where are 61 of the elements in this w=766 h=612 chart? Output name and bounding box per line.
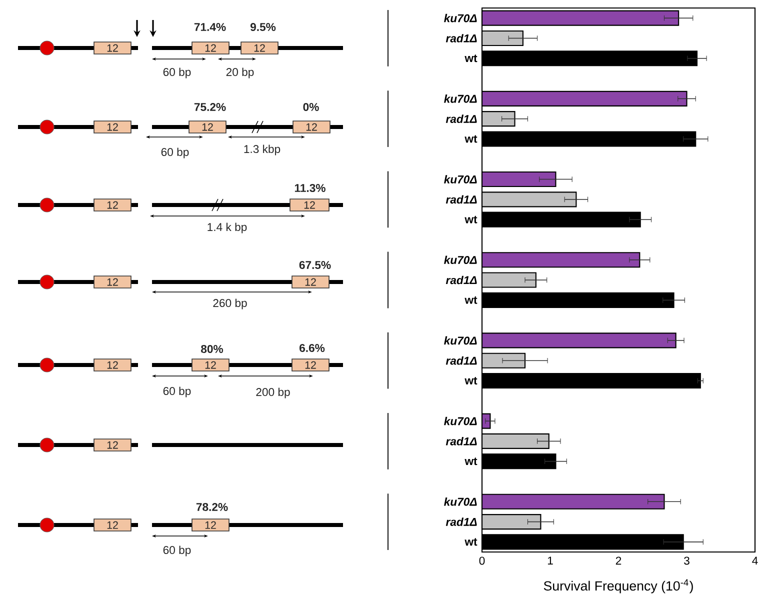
text: 12	[107, 123, 118, 131]
text: 12	[107, 201, 118, 209]
text: 12	[202, 123, 213, 131]
y-tick-label: ku70Δ	[444, 416, 477, 426]
y-tick-label: rad1Δ	[446, 34, 477, 42]
text: 60 bp	[161, 148, 189, 158]
y-tick-label: ku70Δ	[444, 94, 477, 103]
text: 1.4 k bp	[208, 222, 247, 234]
text: 12	[107, 441, 118, 449]
y-tick-label: ku70Δ	[444, 256, 477, 264]
text: 12	[107, 278, 118, 286]
text: 12	[107, 521, 118, 529]
text: 1.3 kbp	[244, 144, 280, 156]
y-tick-label: wt	[464, 135, 478, 143]
text: 6.6%	[300, 344, 325, 352]
y-tick-label: rad1Δ	[446, 195, 477, 204]
text: 9.5%	[250, 23, 276, 32]
text: 260 bp	[213, 298, 247, 310]
text: 60 bp	[163, 68, 191, 78]
y-tick-label: ku70Δ	[444, 175, 477, 184]
text: 12	[205, 44, 216, 52]
y-tick-label: wt	[464, 377, 478, 385]
text: 60 bp	[163, 386, 191, 398]
text: 20 bp	[226, 68, 254, 78]
text: 12	[304, 201, 315, 209]
text: 12	[107, 44, 118, 52]
y-tick-label: ku70Δ	[444, 336, 477, 345]
y-tick-label: rad1Δ	[446, 518, 477, 526]
y-tick-label: ku70Δ	[444, 14, 477, 22]
y-tick-label: rad1Δ	[446, 276, 477, 284]
text: 71.4%	[194, 23, 226, 31]
x-tick-label: 3	[684, 556, 690, 565]
y-tick-label: rad1Δ	[446, 437, 477, 446]
y-tick-label: rad1Δ	[446, 356, 477, 365]
text: 67.5%	[299, 261, 331, 270]
x-axis-title: Survival Frequency (10$^{-4}$)	[544, 579, 693, 594]
y-tick-label: ku70Δ	[444, 497, 477, 506]
x-tick-label: 4	[752, 556, 758, 565]
text: 12	[305, 278, 316, 286]
text: 200 bp	[256, 388, 290, 398]
y-tick-label: wt	[464, 538, 478, 546]
y-tick-label: wt	[464, 296, 478, 304]
x-tick-label: 1	[548, 556, 553, 565]
text: 11.3%	[294, 184, 326, 192]
y-tick-label: wt	[464, 54, 478, 62]
y-tick-label: wt	[464, 458, 478, 466]
y-tick-label: wt	[464, 216, 478, 224]
text: 80%	[201, 345, 224, 354]
text: 12	[205, 361, 216, 369]
text: 12	[107, 361, 118, 369]
text: 12	[205, 521, 216, 529]
text: 12	[254, 44, 265, 52]
text: 75.2%	[194, 103, 226, 112]
text: 12	[306, 123, 317, 131]
x-tick-label: 0	[479, 556, 485, 565]
y-tick-label: rad1Δ	[446, 114, 477, 123]
text: 60 bp	[163, 546, 191, 556]
text: 78.2%	[196, 503, 228, 512]
text: 12	[305, 361, 316, 369]
text: 0%	[303, 103, 319, 112]
x-tick-label: 2	[616, 556, 622, 565]
